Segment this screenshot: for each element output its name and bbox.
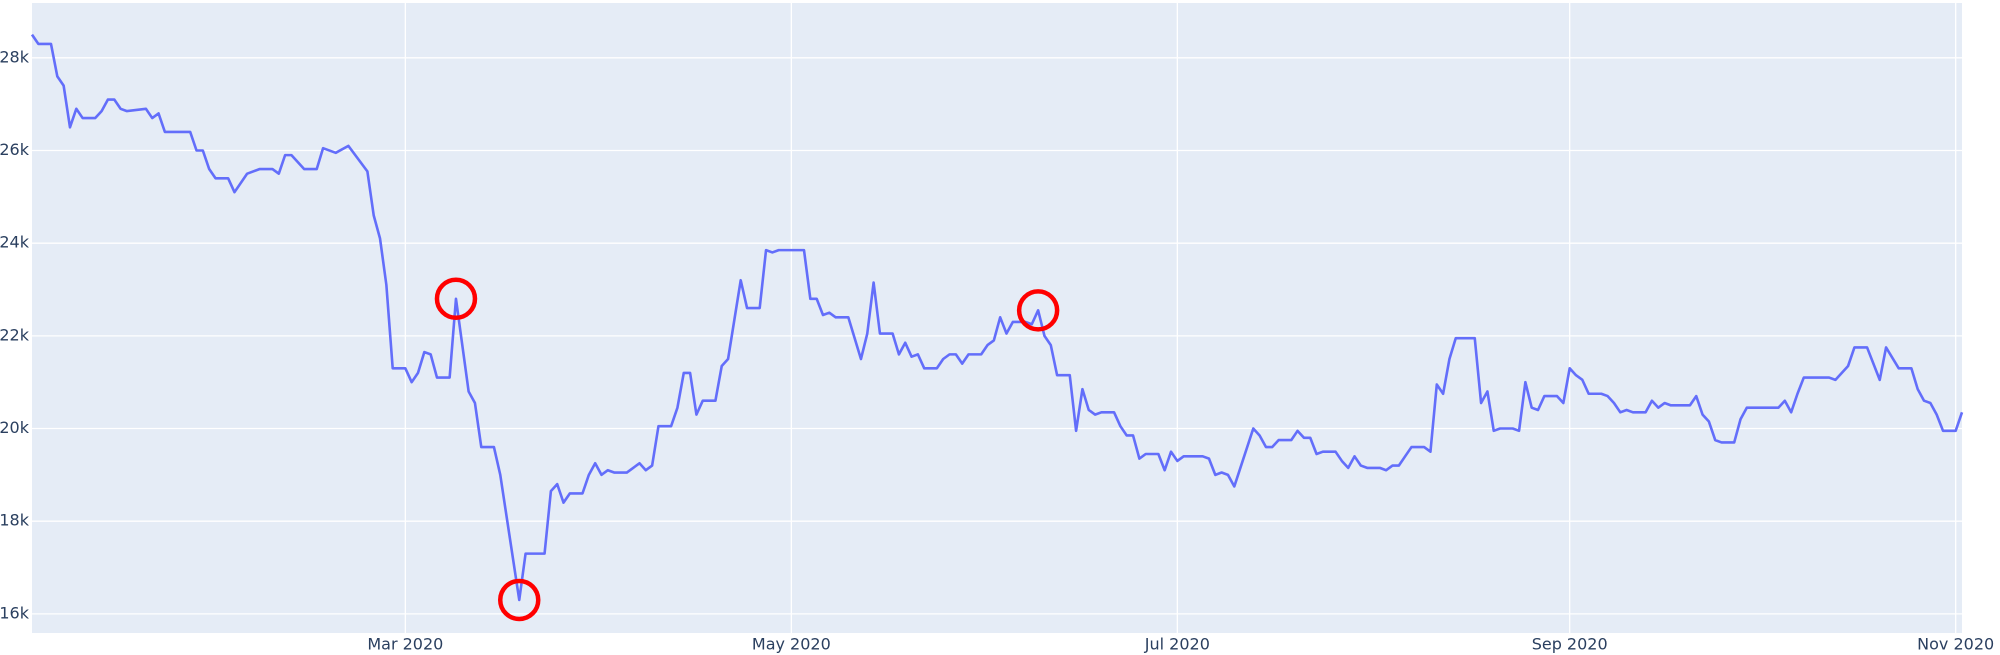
y-tick-label: 26k [0,140,30,159]
y-tick-label: 22k [0,325,30,344]
y-tick-label: 20k [0,418,30,437]
plot-area [32,3,1962,633]
x-tick-label: May 2020 [752,635,831,654]
y-tick-label: 28k [0,47,30,66]
y-tick-label: 18k [0,511,30,530]
highlight-marker [497,578,541,622]
x-tick-label: Jul 2020 [1144,635,1210,654]
x-tick-label: Mar 2020 [367,635,443,654]
y-tick-label: 24k [0,233,30,252]
x-tick-label: Nov 2020 [1917,635,1994,654]
highlight-marker [434,277,478,321]
x-tick-label: Sep 2020 [1532,635,1608,654]
highlight-marker [1016,289,1060,332]
y-tick-label: 16k [0,603,30,622]
